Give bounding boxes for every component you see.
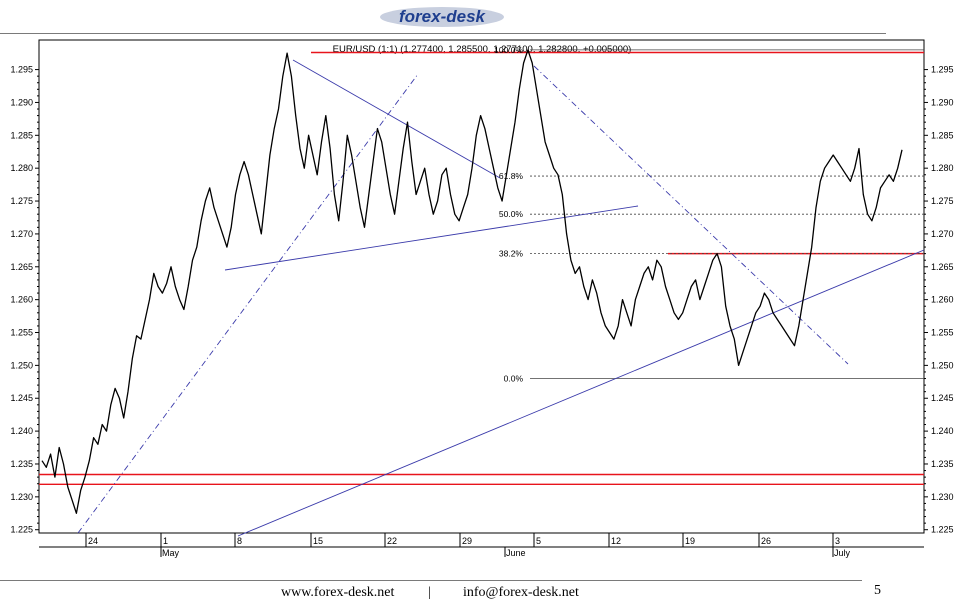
y-tick-label: 1.285 — [931, 130, 954, 140]
x-tick-label: 12 — [611, 536, 621, 546]
y-tick-label: 1.270 — [931, 229, 954, 239]
y-tick-label: 1.235 — [931, 459, 954, 469]
x-tick-label: 5 — [536, 536, 541, 546]
y-tick-label: 1.275 — [10, 196, 33, 206]
trendlines — [77, 59, 925, 537]
page-number: 5 — [874, 583, 881, 598]
trendline-support — [224, 205, 639, 271]
y-tick-label: 1.225 — [931, 525, 954, 535]
y-tick-label: 1.280 — [10, 163, 33, 173]
footer-email-link[interactable]: info@forex-desk.net — [463, 585, 579, 600]
y-tick-label: 1.285 — [10, 130, 33, 140]
y-tick-label: 1.255 — [10, 328, 33, 338]
y-tick-label: 1.250 — [10, 360, 33, 370]
x-tick-label: 19 — [685, 536, 695, 546]
x-tick-label: 26 — [761, 536, 771, 546]
y-tick-label: 1.230 — [10, 492, 33, 502]
footer-divider — [0, 580, 862, 581]
trendline-dashdot-rising — [77, 73, 419, 534]
eurusd-price-line — [41, 49, 903, 514]
fib-level-label: 50.0% — [499, 209, 524, 219]
eurusd-chart: EUR/USD (1:1) (1.277400, 1.285500, 1.277… — [10, 39, 954, 558]
fib-level-label: 38.2% — [499, 249, 524, 259]
y-tick-label: 1.275 — [931, 196, 954, 206]
y-tick-label: 1.240 — [931, 426, 954, 436]
fib-level-label: 61.8% — [499, 171, 524, 181]
chart-frame — [38, 39, 925, 534]
forex-desk-logo: forex-desk — [378, 4, 506, 30]
y-tick-label: 1.230 — [931, 492, 954, 502]
y-tick-label: 1.260 — [10, 295, 33, 305]
y-tick-label: 1.250 — [931, 360, 954, 370]
fib-level-label: 100.0% — [494, 45, 523, 55]
y-tick-label: 1.265 — [931, 262, 954, 272]
trendline-dashdot-falling — [533, 65, 849, 365]
header-divider — [0, 33, 886, 34]
y-tick-label: 1.270 — [10, 229, 33, 239]
x-tick-label: 8 — [237, 536, 242, 546]
y-tick-label: 1.280 — [931, 163, 954, 173]
y-tick-label: 1.245 — [10, 393, 33, 403]
x-axis: 24 1 8 15 22 29 5 12 19 26 3 May June July — [39, 533, 924, 558]
y-tick-label: 1.240 — [10, 426, 33, 436]
y-tick-label: 1.295 — [931, 65, 954, 75]
trendline-down — [292, 59, 501, 179]
y-tick-label: 1.255 — [931, 328, 954, 338]
y-axis-right: 1.295 1.290 1.285 1.280 1.275 1.270 1.265 1.260… — [924, 65, 954, 535]
y-tick-label: 1.290 — [931, 97, 954, 107]
trendline-long-support — [237, 249, 925, 537]
x-month-label: July — [834, 548, 851, 558]
footer-website-link[interactable]: www.forex-desk.net — [281, 585, 395, 600]
x-tick-label: 3 — [835, 536, 840, 546]
fib-level-label: 0.0% — [504, 374, 524, 384]
y-tick-label: 1.295 — [10, 65, 33, 75]
fibonacci-retracement: 100.0% 61.8% 50.0% 38.2% 0.0% — [494, 45, 924, 384]
plot-border — [38, 39, 925, 534]
y-tick-label: 1.245 — [931, 393, 954, 403]
x-tick-label: 24 — [88, 536, 98, 546]
x-tick-label: 1 — [163, 536, 168, 546]
y-tick-label: 1.225 — [10, 525, 33, 535]
y-axis-left: 1.295 1.290 1.285 1.280 1.275 1.270 1.265 1.260… — [10, 65, 39, 535]
y-tick-label: 1.290 — [10, 97, 33, 107]
x-tick-label: 15 — [313, 536, 323, 546]
x-tick-label: 29 — [462, 536, 472, 546]
y-tick-label: 1.235 — [10, 459, 33, 469]
x-month-label: May — [162, 548, 180, 558]
y-tick-label: 1.265 — [10, 262, 33, 272]
x-tick-label: 22 — [387, 536, 397, 546]
x-month-label: June — [506, 548, 526, 558]
logo-swoosh — [380, 7, 504, 27]
price-series — [41, 49, 903, 514]
chart-title: EUR/USD (1:1) (1.277400, 1.285500, 1.277… — [333, 44, 632, 55]
logo-wordmark: forex-desk — [399, 7, 487, 26]
footer-separator: | — [428, 585, 431, 600]
y-tick-label: 1.260 — [931, 295, 954, 305]
